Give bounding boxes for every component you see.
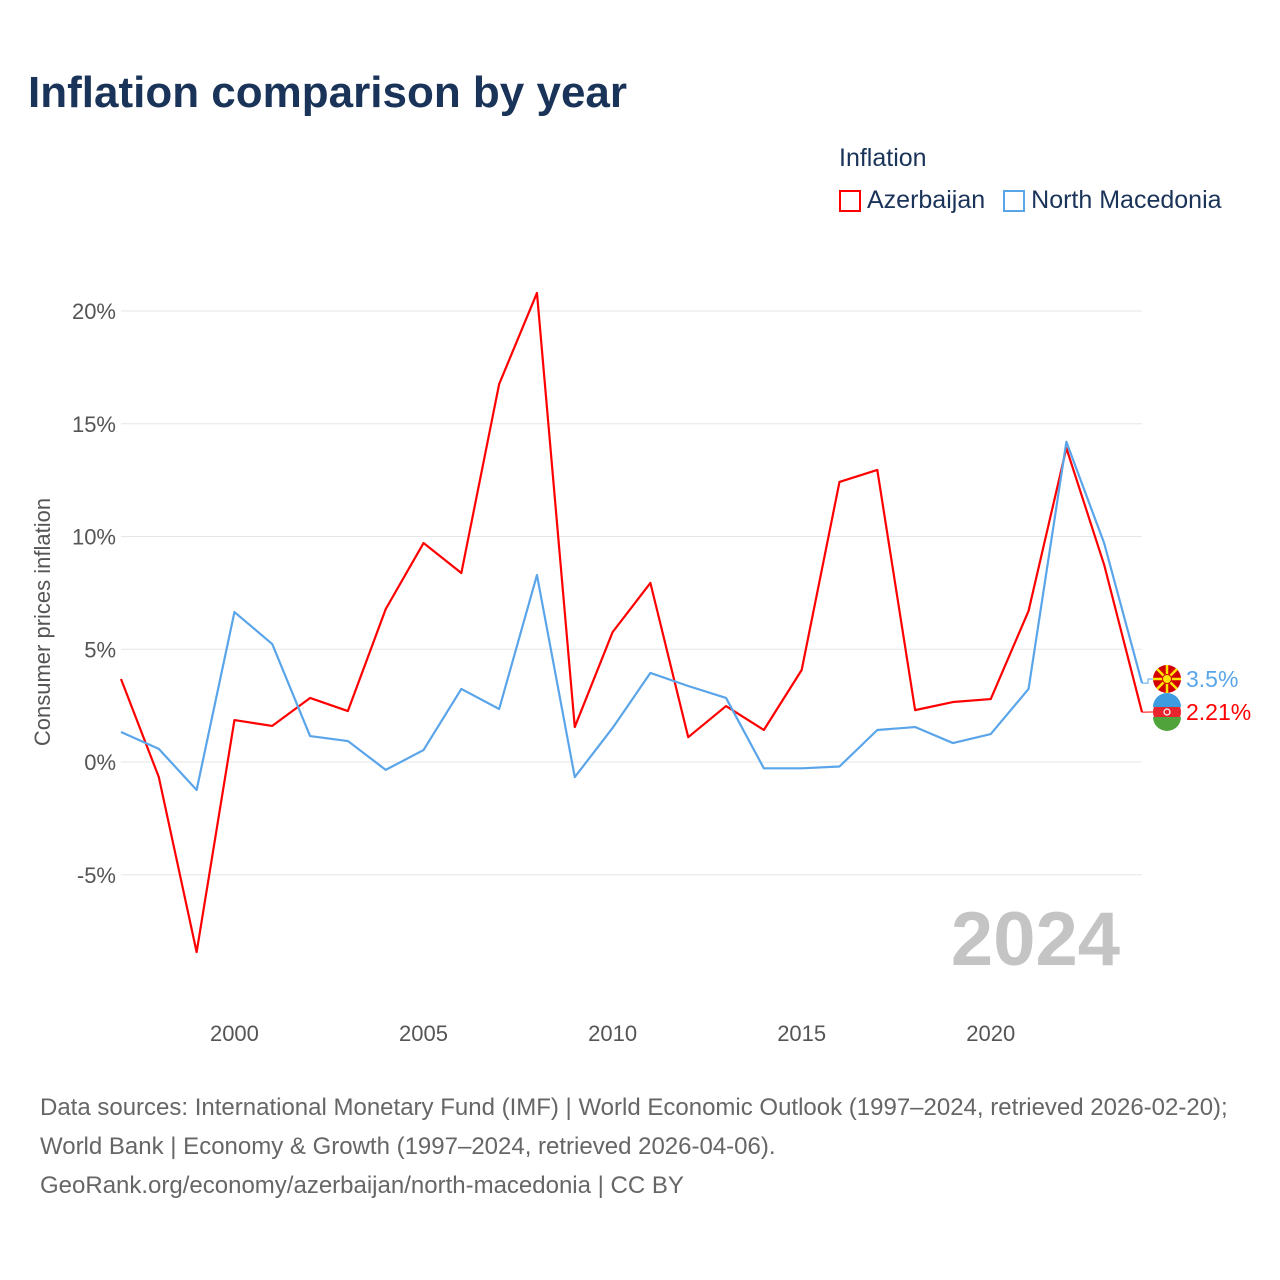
- end-value-label: 2.21%: [1186, 699, 1251, 725]
- x-tick-label: 2020: [966, 1021, 1015, 1046]
- end-connector: [1142, 678, 1154, 684]
- series-line-north-macedonia: [120, 440, 1144, 792]
- x-tick-label: 2010: [588, 1021, 637, 1046]
- x-tick-label: 2015: [777, 1021, 826, 1046]
- y-tick-label: 20%: [72, 299, 116, 324]
- year-watermark: 2024: [951, 897, 1120, 982]
- legend-item-azerbaijan[interactable]: Azerbaijan: [839, 186, 985, 215]
- flag-stripe: [1153, 693, 1181, 707]
- x-tick-label: 2000: [210, 1021, 259, 1046]
- source-link[interactable]: GeoRank.org/economy/azerbaijan/north-mac…: [40, 1172, 684, 1199]
- y-axis-label: Consumer prices inflation: [30, 498, 55, 746]
- end-value-label: 3.5%: [1186, 666, 1238, 692]
- series-line-azerbaijan: [119, 291, 1144, 954]
- legend-swatch-azerbaijan: [839, 189, 861, 212]
- source-note: Data sources: International Monetary Fun…: [40, 1088, 1250, 1205]
- y-tick-label: -5%: [77, 863, 116, 888]
- chart-title: Inflation comparison by year: [28, 68, 628, 117]
- flag-stripe: [1153, 717, 1181, 731]
- legend: Azerbaijan North Macedonia: [839, 186, 1222, 215]
- legend-item-north-macedonia[interactable]: North Macedonia: [1003, 186, 1222, 215]
- legend-label: North Macedonia: [1031, 186, 1222, 214]
- legend-swatch-north-macedonia: [1003, 189, 1026, 212]
- y-tick-label: 15%: [72, 412, 116, 437]
- flag-crescent: [1163, 708, 1171, 716]
- y-tick-label: 10%: [72, 525, 116, 550]
- y-tick-label: 5%: [84, 637, 116, 662]
- source-text: Data sources: International Monetary Fun…: [40, 1094, 1228, 1160]
- x-tick-label: 2005: [399, 1021, 448, 1046]
- line-chart: 2024 Consumer prices inflation -5% 0% 5% 10…: [30, 291, 1251, 1046]
- legend-label: Azerbaijan: [867, 186, 986, 214]
- legend-title: Inflation: [839, 144, 927, 172]
- y-tick-label: 0%: [84, 750, 116, 775]
- flag-sun: [1162, 674, 1172, 684]
